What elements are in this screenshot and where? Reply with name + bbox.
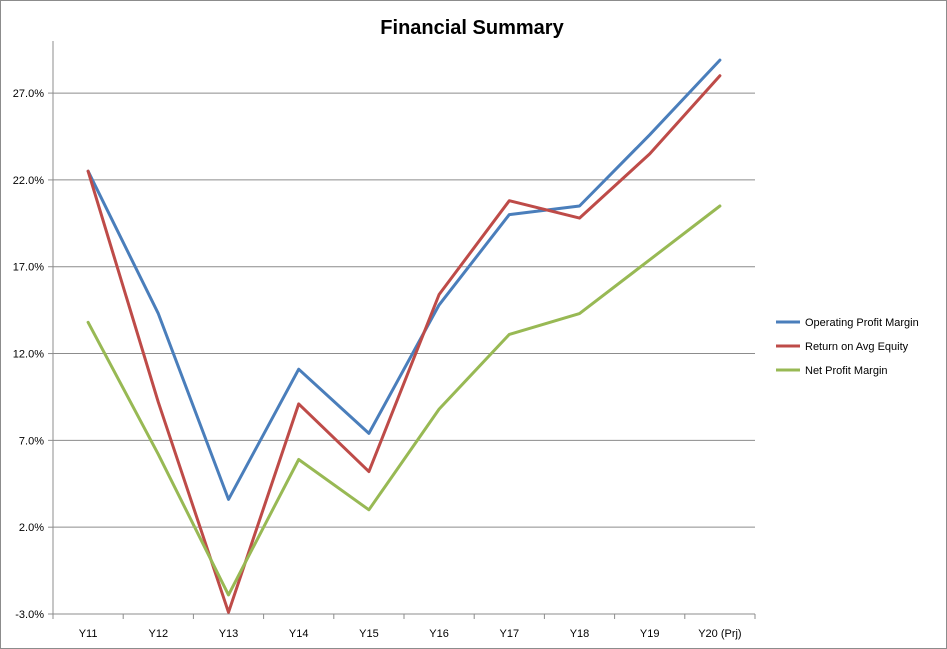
y-tick-label: 2.0%: [19, 522, 44, 534]
chart-title: Financial Summary: [380, 17, 564, 39]
x-tick-label: Y18: [570, 628, 590, 640]
y-tick-label: 17.0%: [13, 262, 44, 274]
y-tick-label: 22.0%: [13, 175, 44, 187]
axes: -3.0% 2.0% 7.0% 12.0% 17.0% 22.0% 27.0% Y11 Y12 Y…: [13, 41, 756, 640]
y-tick-label: -3.0%: [15, 609, 44, 621]
y-tick-label: 27.0%: [13, 88, 44, 100]
series-line-return-on-avg-equity: [86, 74, 722, 614]
y-tick-label: 12.0%: [13, 349, 44, 361]
x-tick-label: Y19: [640, 628, 660, 640]
x-tick-label: Y20 (Prj): [698, 628, 741, 640]
x-tick-label: Y11: [79, 628, 98, 640]
x-tick-label: Y15: [359, 628, 379, 640]
legend-label-return-on-avg-equity: Return on Avg Equity: [805, 341, 909, 353]
legend-label-net-profit-margin: Net Profit Margin: [805, 365, 888, 377]
legend-label-operating-profit-margin: Operating Profit Margin: [805, 317, 919, 329]
x-tick-label: Y14: [289, 628, 309, 640]
x-tick-label: Y13: [219, 628, 239, 640]
series-lines: [86, 58, 722, 614]
legend: Operating Profit Margin Return on Avg Equ…: [776, 317, 919, 377]
x-tick-label: Y12: [149, 628, 169, 640]
series-line-operating-profit-margin: [86, 58, 722, 501]
x-tick-label: Y16: [429, 628, 449, 640]
x-tick-label: Y17: [500, 628, 520, 640]
y-tick-label: 7.0%: [19, 435, 44, 447]
series-line-net-profit-margin: [86, 204, 722, 597]
